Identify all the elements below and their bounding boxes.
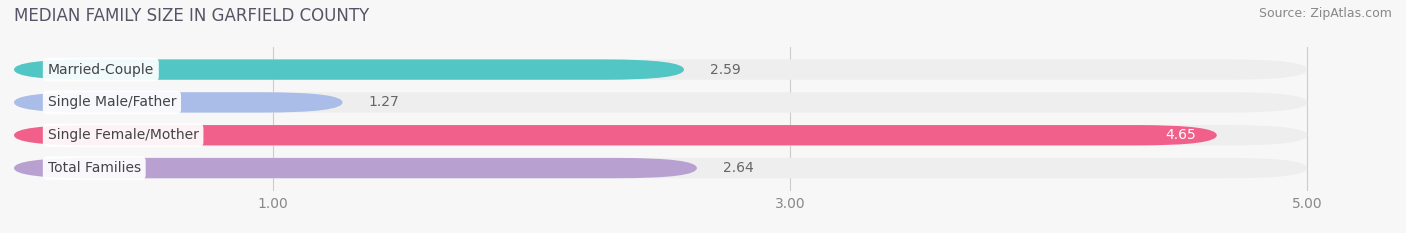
FancyBboxPatch shape [14,59,683,80]
FancyBboxPatch shape [14,92,343,113]
Text: MEDIAN FAMILY SIZE IN GARFIELD COUNTY: MEDIAN FAMILY SIZE IN GARFIELD COUNTY [14,7,370,25]
Text: 1.27: 1.27 [368,96,399,110]
Text: 2.64: 2.64 [723,161,754,175]
FancyBboxPatch shape [14,59,1308,80]
Text: 2.59: 2.59 [710,63,741,77]
Text: Single Male/Father: Single Male/Father [48,96,176,110]
Text: Married-Couple: Married-Couple [48,63,153,77]
FancyBboxPatch shape [14,92,1308,113]
Text: Single Female/Mother: Single Female/Mother [48,128,198,142]
FancyBboxPatch shape [14,158,697,178]
FancyBboxPatch shape [14,125,1308,145]
Text: Source: ZipAtlas.com: Source: ZipAtlas.com [1258,7,1392,20]
FancyBboxPatch shape [14,158,1308,178]
Text: 4.65: 4.65 [1166,128,1197,142]
Text: Total Families: Total Families [48,161,141,175]
FancyBboxPatch shape [14,125,1216,145]
